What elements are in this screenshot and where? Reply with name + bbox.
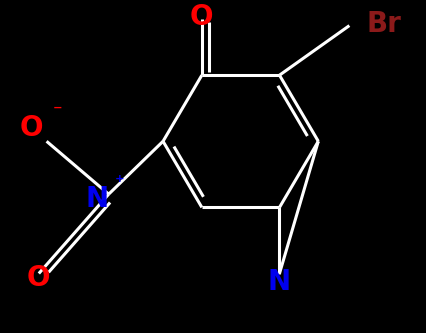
Text: N: N [267, 268, 291, 296]
Text: ⁺: ⁺ [114, 173, 124, 191]
Text: O: O [190, 3, 213, 31]
Text: O: O [19, 114, 43, 142]
Text: O: O [27, 264, 50, 292]
Text: N: N [85, 185, 108, 213]
Text: Br: Br [366, 10, 401, 38]
Text: ⁻: ⁻ [52, 103, 62, 121]
